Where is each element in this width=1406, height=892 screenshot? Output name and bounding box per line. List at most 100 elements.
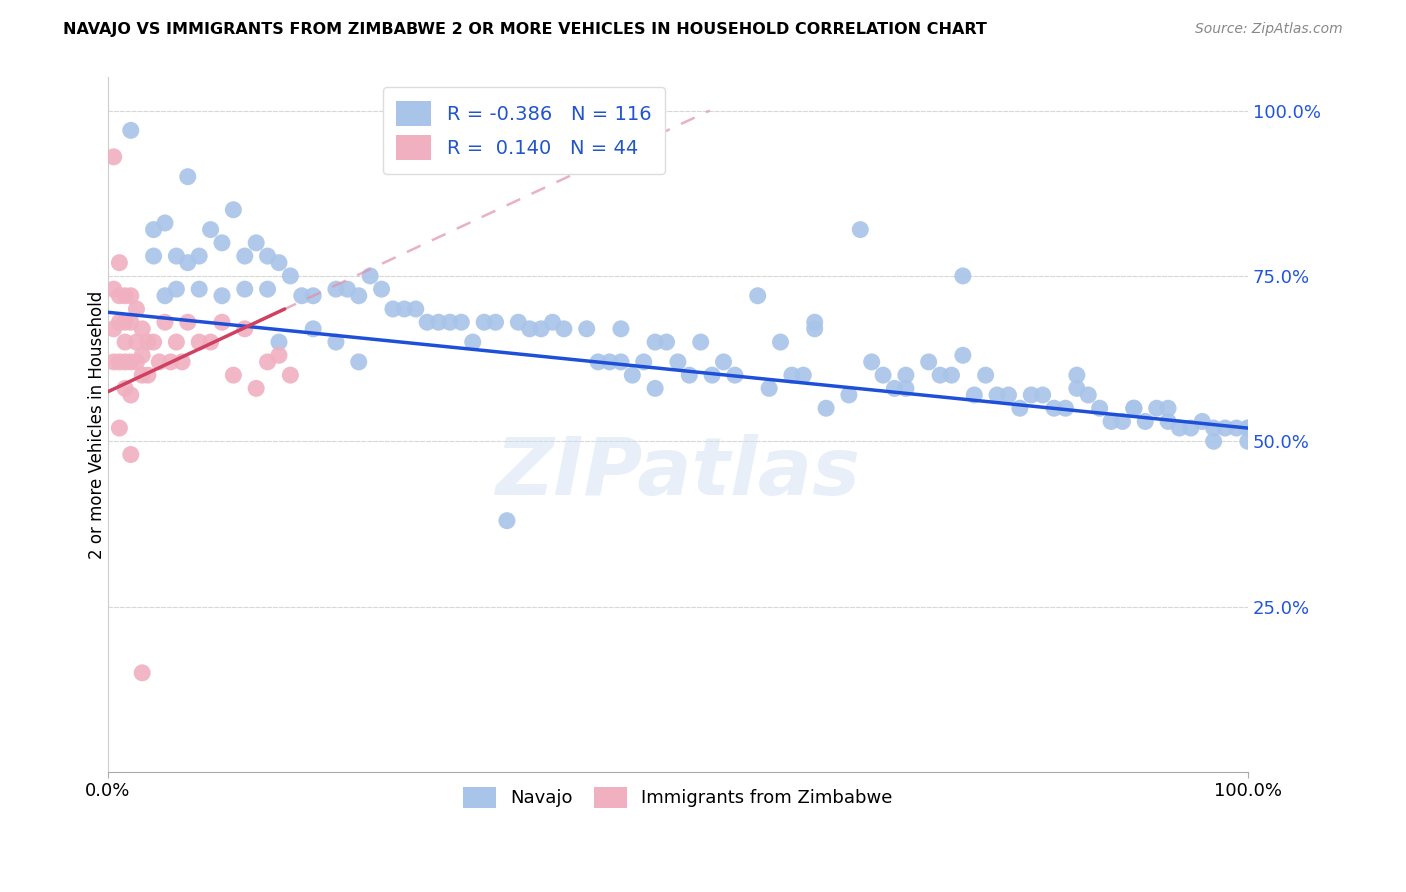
Point	[963, 388, 986, 402]
Point	[1032, 388, 1054, 402]
Point	[519, 322, 541, 336]
Point	[530, 322, 553, 336]
Point	[1054, 401, 1077, 416]
Point	[713, 355, 735, 369]
Point	[1077, 388, 1099, 402]
Point	[108, 315, 131, 329]
Point	[1225, 421, 1247, 435]
Point	[849, 222, 872, 236]
Point	[359, 268, 381, 283]
Point	[177, 169, 200, 184]
Point	[1066, 368, 1088, 383]
Point	[803, 322, 825, 336]
Point	[325, 334, 347, 349]
Point	[108, 355, 131, 369]
Point	[450, 315, 472, 329]
Point	[1043, 401, 1066, 416]
Point	[108, 255, 131, 269]
Point	[142, 249, 165, 263]
Point	[103, 150, 125, 164]
Point	[1146, 401, 1168, 416]
Point	[541, 315, 564, 329]
Point	[267, 334, 290, 349]
Point	[302, 322, 325, 336]
Point	[211, 315, 233, 329]
Point	[211, 235, 233, 250]
Point	[256, 282, 278, 296]
Point	[1168, 421, 1191, 435]
Point	[894, 368, 917, 383]
Point	[700, 368, 723, 383]
Text: Source: ZipAtlas.com: Source: ZipAtlas.com	[1195, 22, 1343, 37]
Text: NAVAJO VS IMMIGRANTS FROM ZIMBABWE 2 OR MORE VEHICLES IN HOUSEHOLD CORRELATION C: NAVAJO VS IMMIGRANTS FROM ZIMBABWE 2 OR …	[63, 22, 987, 37]
Point	[245, 235, 267, 250]
Point	[200, 334, 222, 349]
Point	[815, 401, 838, 416]
Point	[131, 322, 153, 336]
Point	[1122, 401, 1144, 416]
Point	[114, 355, 136, 369]
Point	[1088, 401, 1111, 416]
Point	[114, 289, 136, 303]
Point	[256, 249, 278, 263]
Point	[142, 222, 165, 236]
Legend: Navajo, Immigrants from Zimbabwe: Navajo, Immigrants from Zimbabwe	[456, 780, 900, 815]
Point	[952, 348, 974, 362]
Point	[1213, 421, 1236, 435]
Point	[188, 249, 211, 263]
Point	[678, 368, 700, 383]
Point	[177, 315, 200, 329]
Point	[125, 301, 148, 316]
Point	[1237, 434, 1260, 449]
Point	[689, 334, 711, 349]
Point	[245, 381, 267, 395]
Point	[222, 368, 245, 383]
Point	[267, 348, 290, 362]
Point	[872, 368, 894, 383]
Point	[1008, 401, 1031, 416]
Point	[1111, 414, 1133, 428]
Point	[370, 282, 392, 296]
Point	[120, 315, 142, 329]
Point	[860, 355, 883, 369]
Point	[381, 301, 404, 316]
Point	[997, 388, 1019, 402]
Point	[103, 282, 125, 296]
Point	[427, 315, 450, 329]
Point	[484, 315, 506, 329]
Point	[644, 334, 666, 349]
Point	[633, 355, 655, 369]
Point	[153, 289, 176, 303]
Point	[120, 388, 142, 402]
Point	[142, 334, 165, 349]
Point	[131, 665, 153, 680]
Point	[153, 216, 176, 230]
Point	[439, 315, 461, 329]
Point	[188, 282, 211, 296]
Point	[177, 255, 200, 269]
Point	[1237, 421, 1260, 435]
Point	[496, 514, 519, 528]
Point	[666, 355, 689, 369]
Point	[1191, 414, 1213, 428]
Point	[1122, 401, 1144, 416]
Point	[233, 249, 256, 263]
Point	[256, 355, 278, 369]
Point	[114, 381, 136, 395]
Point	[120, 355, 142, 369]
Point	[1157, 414, 1180, 428]
Point	[280, 268, 302, 283]
Point	[941, 368, 963, 383]
Point	[103, 355, 125, 369]
Point	[461, 334, 484, 349]
Point	[792, 368, 814, 383]
Point	[114, 315, 136, 329]
Point	[165, 249, 187, 263]
Point	[211, 289, 233, 303]
Point	[621, 368, 644, 383]
Point	[894, 381, 917, 395]
Point	[599, 355, 621, 369]
Point	[575, 322, 598, 336]
Point	[159, 355, 181, 369]
Point	[838, 388, 860, 402]
